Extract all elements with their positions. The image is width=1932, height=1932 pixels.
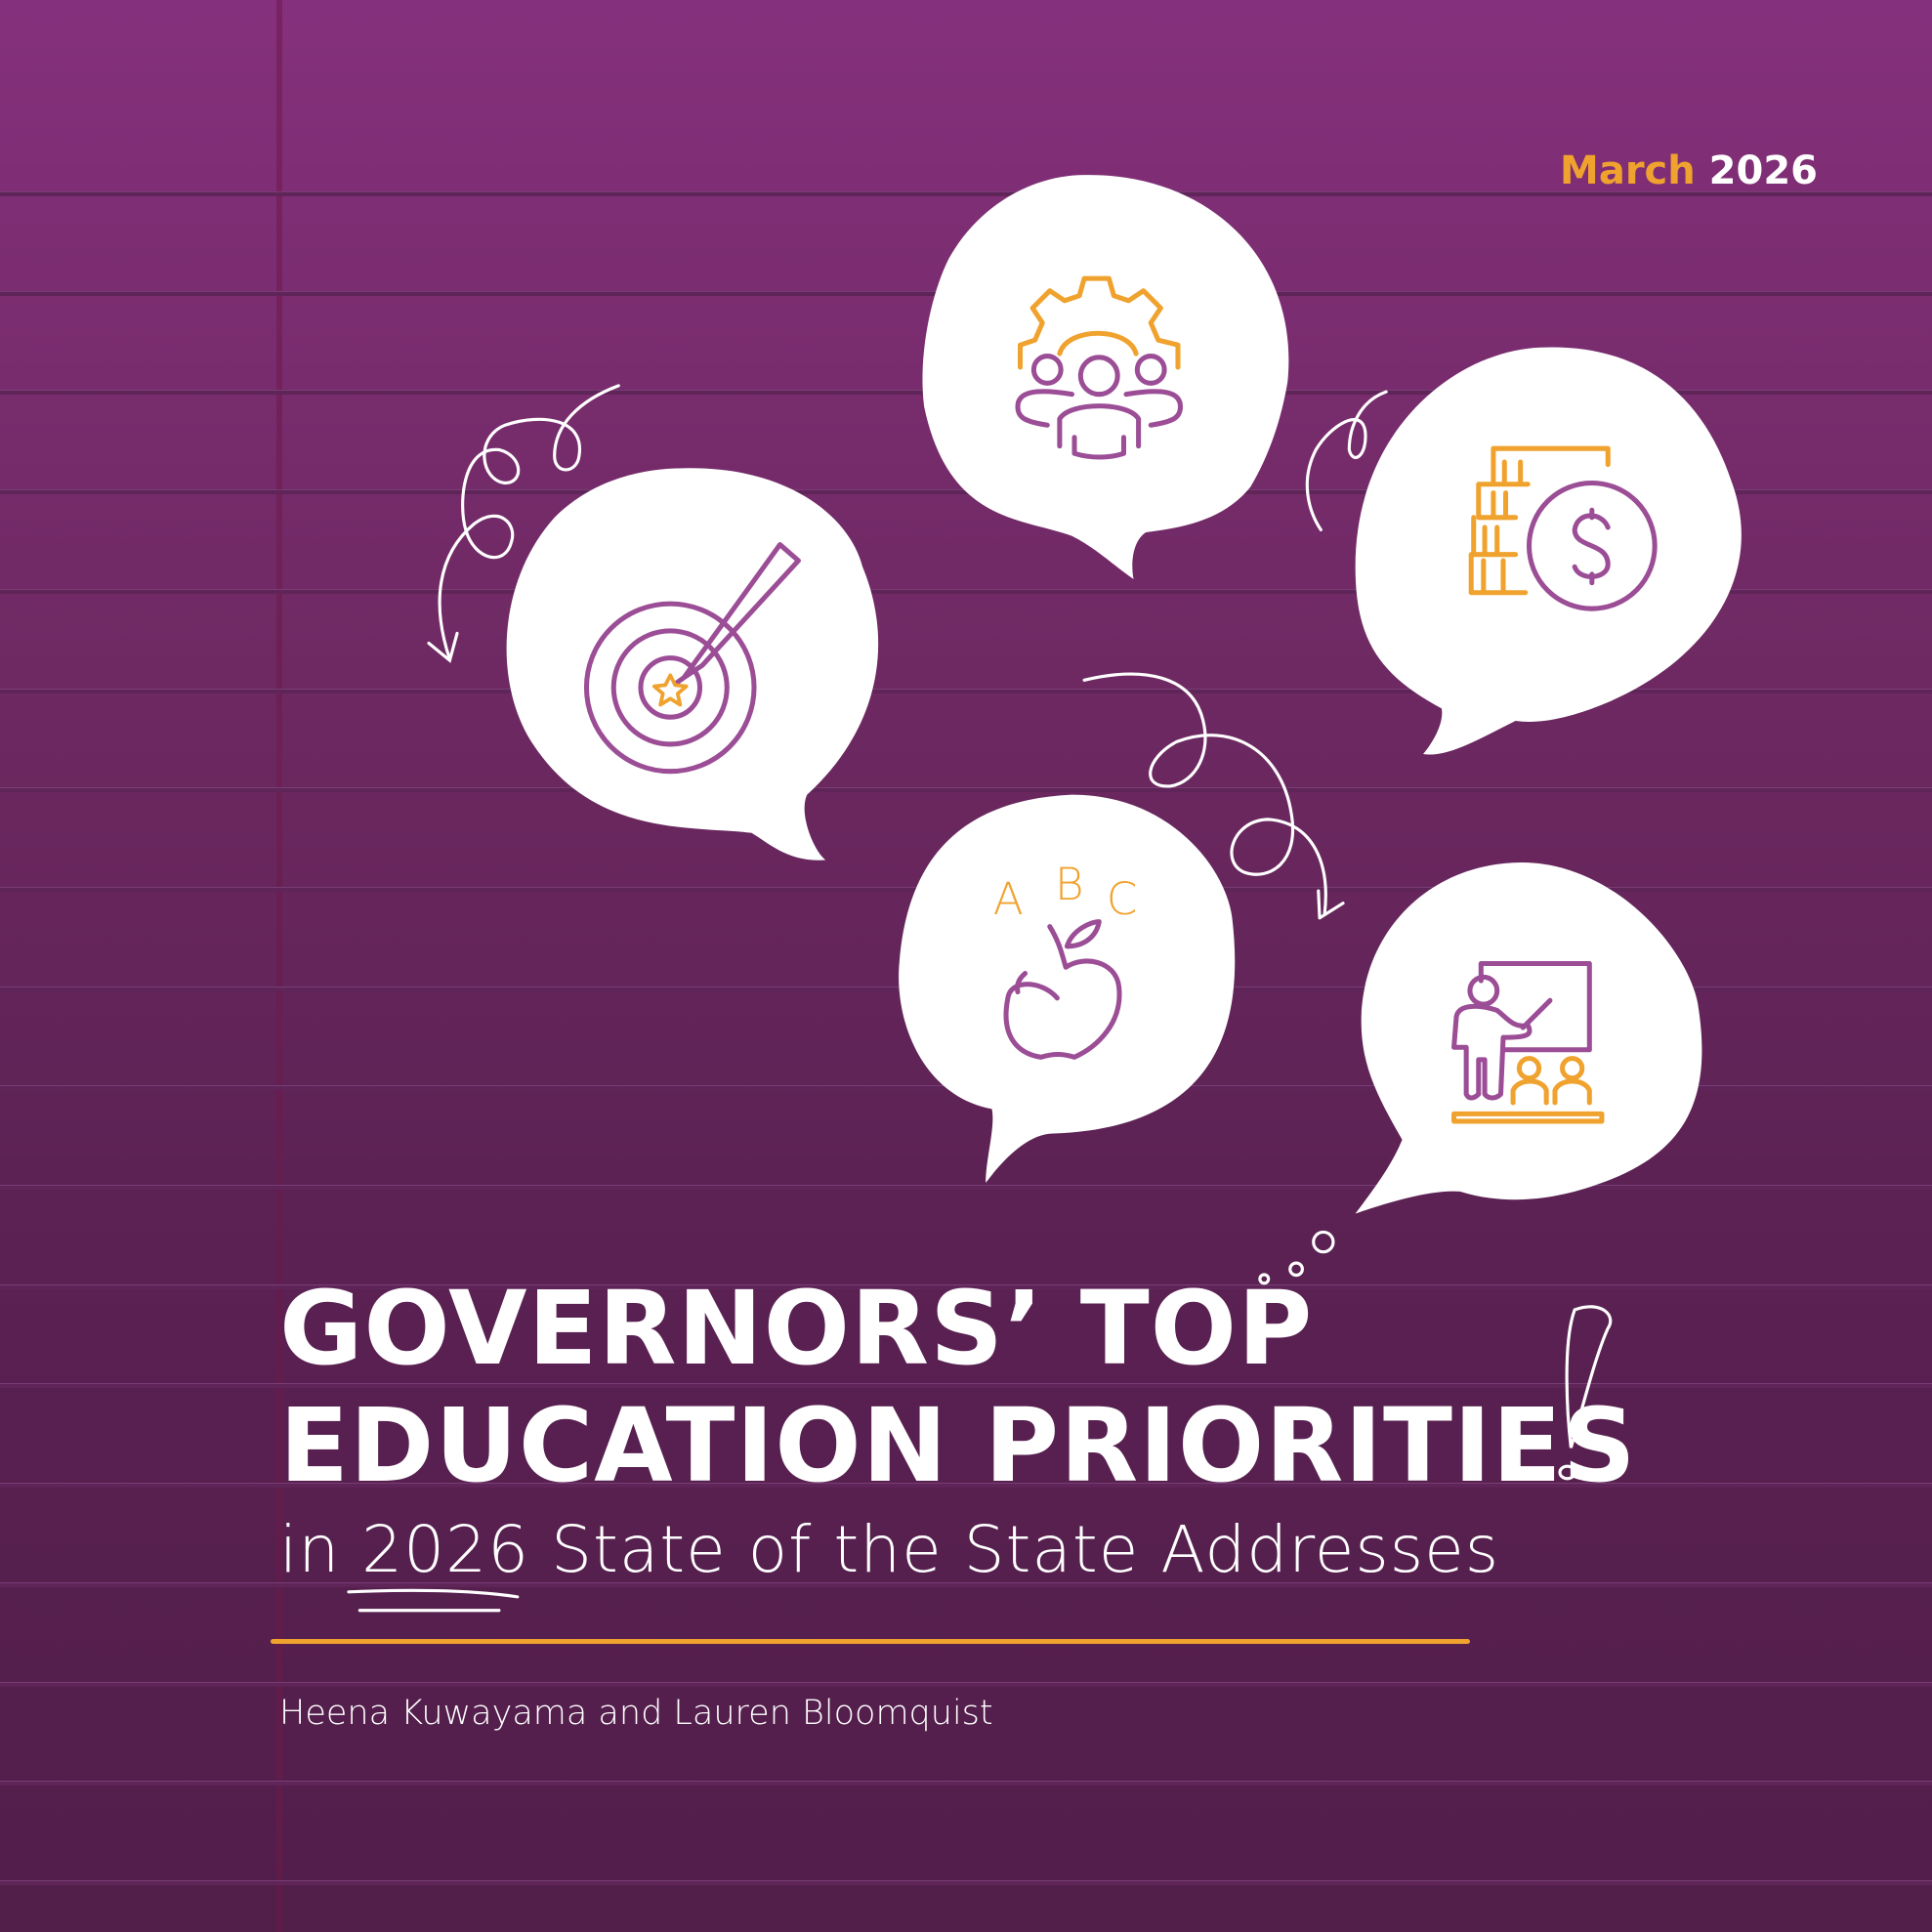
ruled-line bbox=[0, 1284, 1932, 1289]
money-coins-icon bbox=[1468, 445, 1658, 611]
speech-bubble-money bbox=[1355, 347, 1742, 755]
underline-swoosh bbox=[347, 1588, 520, 1613]
letter-a: A bbox=[993, 873, 1024, 925]
ruled-line bbox=[0, 787, 1932, 792]
letter-c: C bbox=[1107, 873, 1138, 925]
publication-date: March 2026 bbox=[1560, 148, 1818, 193]
curly-arrow-right bbox=[1305, 390, 1388, 532]
ruled-line bbox=[0, 1582, 1932, 1587]
orange-divider bbox=[271, 1639, 1470, 1644]
ruled-line bbox=[0, 1880, 1932, 1885]
abc-apple-icon bbox=[1003, 919, 1122, 1060]
title-line-1: GOVERNORS’ TOP bbox=[279, 1269, 1314, 1388]
margin-line bbox=[276, 0, 282, 1932]
page-title: GOVERNORS’ TOP EDUCATION PRIORITIES bbox=[279, 1270, 1637, 1504]
ruled-line bbox=[0, 1682, 1932, 1687]
speech-bubble-apple bbox=[899, 794, 1236, 1184]
ruled-line bbox=[0, 1383, 1932, 1388]
thought-dot bbox=[1258, 1273, 1271, 1285]
curly-arrow-left bbox=[438, 384, 620, 661]
thought-dot bbox=[1312, 1230, 1335, 1254]
title-line-2: EDUCATION PRIORITIES bbox=[279, 1386, 1637, 1505]
subtitle: in 2026 State of the State Addresses bbox=[279, 1512, 1500, 1587]
date-year: 2026 bbox=[1708, 148, 1818, 193]
ruled-line bbox=[0, 1781, 1932, 1785]
ruled-line bbox=[0, 191, 1932, 196]
speech-bubble-teacher bbox=[1355, 862, 1702, 1214]
target-pencil-icon bbox=[583, 542, 801, 775]
ruled-line bbox=[0, 589, 1932, 594]
ruled-line bbox=[0, 689, 1932, 693]
curly-arrow-middle bbox=[1082, 672, 1327, 916]
decorative-arrows bbox=[347, 384, 1613, 1613]
letter-b: B bbox=[1055, 859, 1084, 910]
team-gear-icon bbox=[1015, 275, 1184, 460]
ruled-line bbox=[0, 1185, 1932, 1190]
date-month: March bbox=[1560, 148, 1696, 193]
speech-bubble-team bbox=[922, 175, 1289, 579]
ruled-line bbox=[0, 1483, 1932, 1488]
thought-dot bbox=[1288, 1261, 1304, 1278]
teacher-classroom-icon bbox=[1451, 960, 1605, 1124]
exclamation-mark bbox=[1565, 1305, 1613, 1449]
authors: Heena Kuwayama and Lauren Bloomquist bbox=[279, 1694, 993, 1733]
